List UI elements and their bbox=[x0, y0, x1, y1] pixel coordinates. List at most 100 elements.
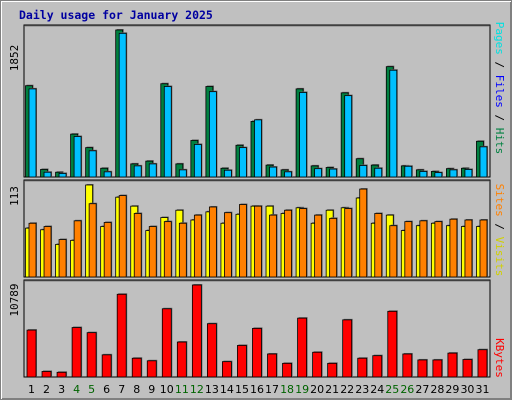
x-label-day-27: 27 bbox=[415, 383, 429, 396]
x-label-day-4: 4 bbox=[73, 383, 80, 396]
bar-files-day-10 bbox=[163, 86, 172, 178]
x-label-day-10: 10 bbox=[160, 383, 174, 396]
bar-files-day-7 bbox=[118, 32, 127, 178]
legend-hits-files-pages: Pages / Files / Hits bbox=[493, 22, 506, 155]
bar-sites-day-13 bbox=[208, 206, 217, 278]
bar-sites-day-21 bbox=[329, 217, 338, 278]
bar-files-day-8 bbox=[133, 165, 142, 178]
bar-files-day-20 bbox=[314, 168, 323, 178]
bar-sites-day-4 bbox=[73, 220, 82, 278]
bar-files-day-15 bbox=[239, 147, 247, 178]
bar-files-day-27 bbox=[419, 171, 428, 178]
bar-kbytes-day-20 bbox=[312, 351, 323, 378]
x-label-day-12: 12 bbox=[190, 383, 204, 396]
bar-sites-day-23 bbox=[359, 188, 368, 278]
x-label-day-8: 8 bbox=[133, 383, 140, 396]
bar-sites-day-25 bbox=[389, 225, 398, 278]
bar-sites-day-6 bbox=[103, 222, 112, 278]
bar-files-day-21 bbox=[329, 168, 338, 178]
bar-kbytes-day-13 bbox=[206, 323, 217, 378]
bar-kbytes-day-1 bbox=[26, 329, 37, 378]
bar-files-day-23 bbox=[359, 165, 368, 178]
x-label-day-23: 23 bbox=[355, 383, 369, 396]
bar-files-day-19 bbox=[299, 92, 307, 178]
x-label-day-14: 14 bbox=[220, 383, 234, 396]
legend-kbytes: KBytes bbox=[493, 338, 506, 378]
x-label-day-29: 29 bbox=[445, 383, 459, 396]
x-label-day-7: 7 bbox=[118, 383, 125, 396]
bar-sites-day-12 bbox=[193, 214, 202, 278]
bar-files-day-30 bbox=[464, 169, 473, 178]
bar-sites-day-16 bbox=[254, 205, 262, 278]
bar-files-day-1 bbox=[28, 88, 37, 178]
bar-files-day-16 bbox=[254, 119, 262, 178]
bar-sites-day-2 bbox=[43, 226, 52, 278]
x-label-day-16: 16 bbox=[250, 383, 264, 396]
bar-kbytes-day-29 bbox=[447, 352, 458, 378]
x-label-day-1: 1 bbox=[28, 383, 35, 396]
bar-files-day-2 bbox=[43, 171, 52, 178]
bar-sites-day-9 bbox=[148, 226, 157, 278]
bar-files-day-6 bbox=[103, 171, 112, 178]
legend-sites-visits: Sites / Visits bbox=[493, 184, 506, 277]
bar-kbytes-day-8 bbox=[131, 357, 142, 378]
bar-kbytes-day-10 bbox=[161, 308, 172, 378]
bar-kbytes-day-16 bbox=[252, 327, 262, 378]
bar-kbytes-day-3 bbox=[56, 371, 67, 378]
bar-kbytes-day-11 bbox=[176, 341, 187, 378]
bar-files-day-9 bbox=[148, 163, 157, 178]
bar-sites-day-3 bbox=[58, 239, 67, 278]
bar-sites-day-19 bbox=[299, 208, 307, 278]
bar-kbytes-day-19 bbox=[297, 317, 307, 378]
x-label-day-30: 30 bbox=[460, 383, 474, 396]
bar-files-day-4 bbox=[73, 136, 82, 178]
bar-files-day-29 bbox=[449, 169, 458, 178]
bar-kbytes-day-25 bbox=[387, 310, 398, 378]
bar-kbytes-day-18 bbox=[282, 362, 292, 378]
bar-sites-day-24 bbox=[374, 213, 383, 278]
bar-sites-day-30 bbox=[464, 219, 473, 278]
bar-files-day-11 bbox=[178, 169, 187, 178]
bar-files-day-13 bbox=[208, 91, 217, 178]
bar-sites-day-15 bbox=[239, 204, 247, 278]
bar-files-day-18 bbox=[284, 171, 292, 178]
x-label-day-21: 21 bbox=[325, 383, 339, 396]
x-label-day-26: 26 bbox=[400, 383, 414, 396]
bar-kbytes-day-30 bbox=[462, 359, 473, 378]
bar-files-day-24 bbox=[374, 167, 383, 178]
x-label-day-22: 22 bbox=[340, 383, 354, 396]
bar-kbytes-day-12 bbox=[191, 284, 202, 378]
x-label-day-13: 13 bbox=[205, 383, 219, 396]
x-label-day-5: 5 bbox=[88, 383, 95, 396]
y-max-label-1: 113 bbox=[8, 186, 21, 206]
bar-sites-day-14 bbox=[224, 212, 232, 278]
x-label-day-25: 25 bbox=[385, 383, 399, 396]
bar-files-day-25 bbox=[389, 69, 398, 178]
bar-sites-day-18 bbox=[284, 209, 292, 278]
x-label-day-15: 15 bbox=[235, 383, 249, 396]
bar-kbytes-day-4 bbox=[71, 327, 82, 378]
bar-sites-day-11 bbox=[178, 222, 187, 278]
x-label-day-31: 31 bbox=[475, 383, 489, 396]
x-label-day-6: 6 bbox=[103, 383, 110, 396]
bar-files-day-14 bbox=[224, 169, 232, 178]
bar-sites-day-20 bbox=[314, 214, 323, 278]
x-label-day-3: 3 bbox=[58, 383, 65, 396]
x-label-day-11: 11 bbox=[175, 383, 189, 396]
bar-kbytes-day-31 bbox=[477, 349, 488, 378]
bar-sites-day-27 bbox=[419, 220, 428, 278]
bar-sites-day-26 bbox=[404, 221, 413, 278]
bar-files-day-12 bbox=[193, 144, 202, 178]
bar-files-day-28 bbox=[434, 172, 443, 178]
x-label-day-24: 24 bbox=[370, 383, 384, 396]
bar-kbytes-day-2 bbox=[41, 371, 52, 378]
x-label-day-28: 28 bbox=[430, 383, 444, 396]
bar-files-day-17 bbox=[269, 166, 277, 178]
bar-sites-day-8 bbox=[133, 213, 142, 278]
bar-kbytes-day-24 bbox=[372, 355, 383, 378]
bar-kbytes-day-15 bbox=[237, 345, 247, 378]
bar-files-day-3 bbox=[58, 173, 67, 178]
bar-kbytes-day-6 bbox=[101, 354, 112, 378]
bar-kbytes-day-27 bbox=[417, 359, 428, 378]
